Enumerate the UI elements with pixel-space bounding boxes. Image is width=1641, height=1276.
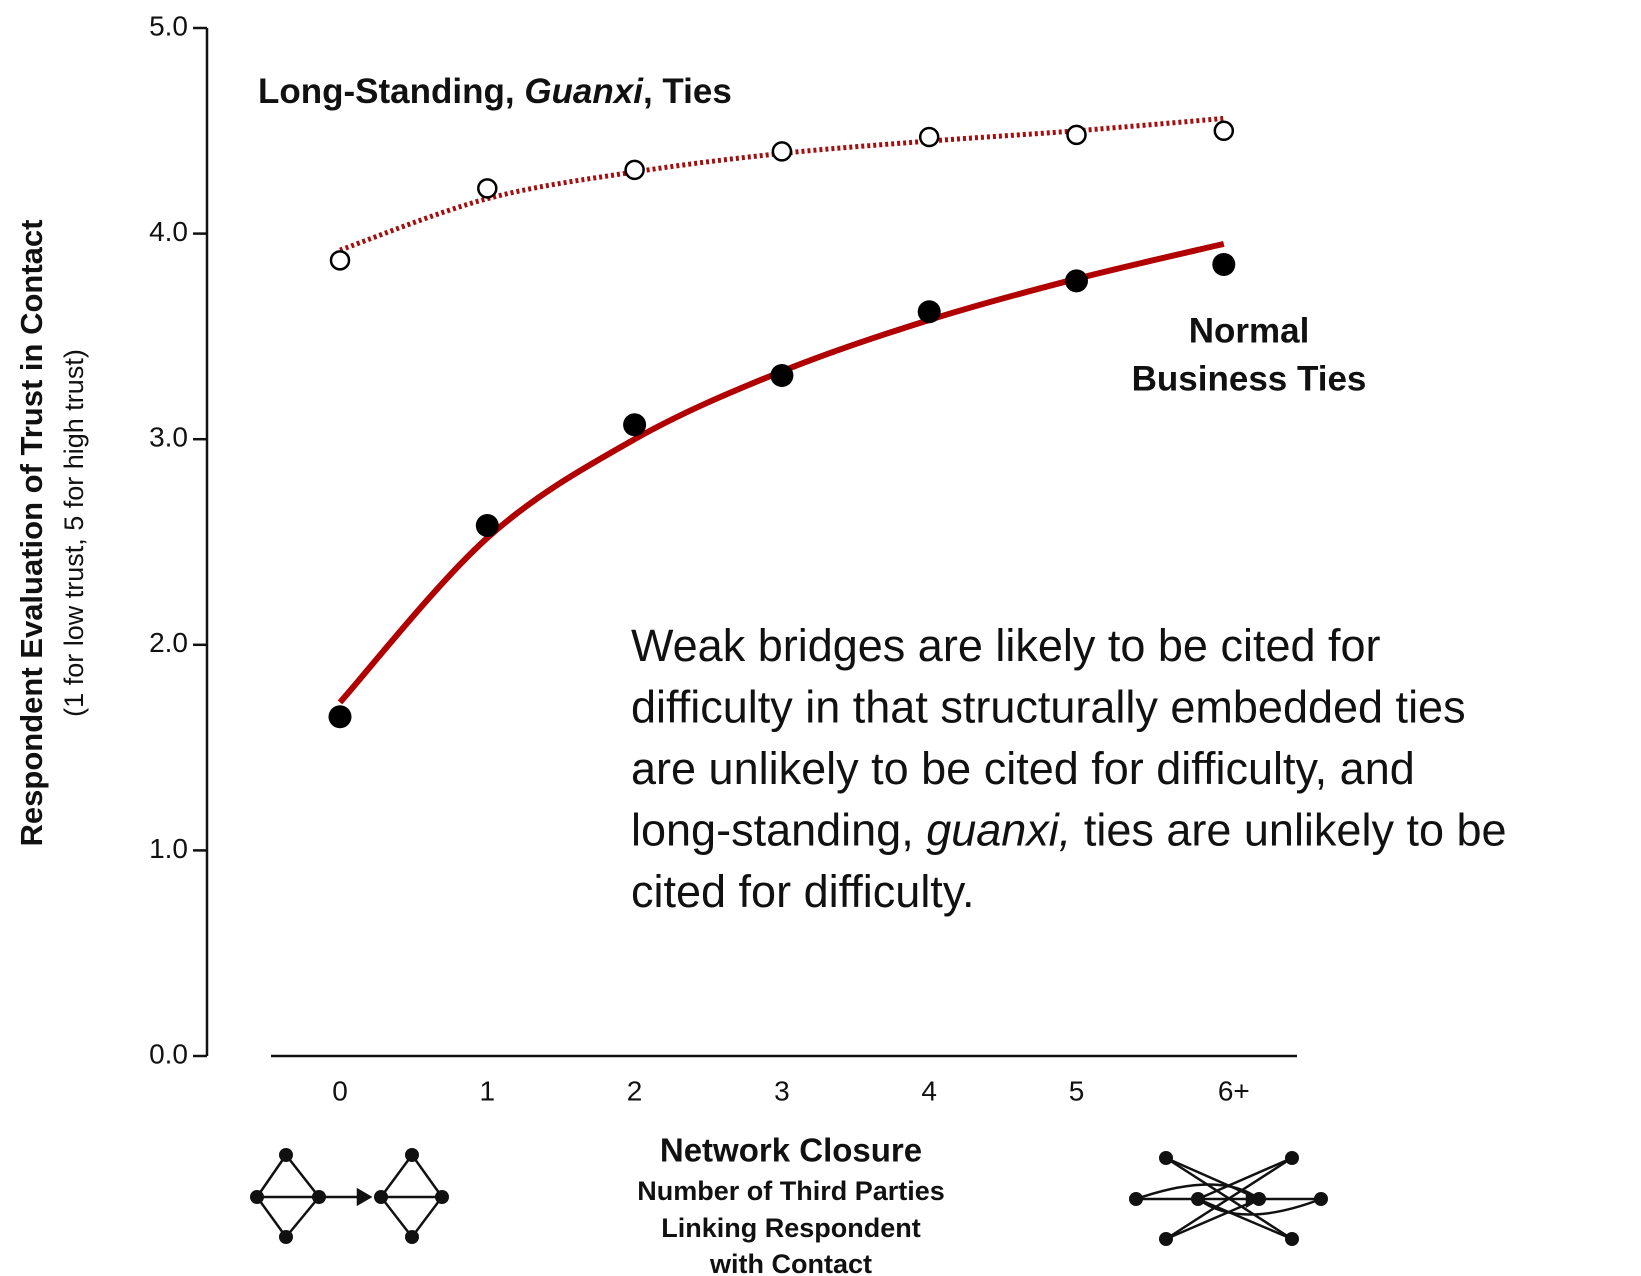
filled-point bbox=[475, 514, 499, 538]
open-point bbox=[1066, 124, 1087, 146]
text-segment: Long-Standing, bbox=[258, 72, 524, 111]
fit-line bbox=[339, 115, 1225, 253]
note-line: cited for difficulty. bbox=[631, 866, 974, 917]
x-axis-subtitle: with Contact bbox=[709, 1249, 872, 1276]
y-axis-subtitle: (1 for low trust, 5 for high trust) bbox=[59, 349, 89, 717]
filled-point bbox=[623, 413, 647, 437]
network-icon-closed bbox=[1129, 1151, 1328, 1246]
x-axis-subtitle: Linking Respondent bbox=[661, 1213, 921, 1243]
annotation: Long-Standing, Guanxi, Ties bbox=[258, 72, 732, 111]
y-tick-label: 2.0 bbox=[149, 627, 188, 658]
annotation: Business Ties bbox=[1132, 359, 1367, 398]
note-line: difficulty in that structurally embedded… bbox=[631, 681, 1466, 732]
x-tick-label: 5 bbox=[1069, 1075, 1085, 1106]
open-point bbox=[329, 250, 351, 271]
filled-point bbox=[1212, 252, 1236, 276]
y-tick-label: 5.0 bbox=[149, 10, 188, 41]
y-tick-label: 4.0 bbox=[149, 216, 188, 247]
annotation: Normal bbox=[1189, 311, 1310, 350]
open-point bbox=[624, 159, 645, 181]
note-line: are unlikely to be cited for difficulty,… bbox=[631, 743, 1415, 794]
open-point bbox=[477, 178, 498, 199]
text-segment: are unlikely to be cited for difficulty,… bbox=[631, 743, 1415, 794]
text-segment: Guanxi bbox=[524, 72, 644, 111]
x-tick-label: 6+ bbox=[1218, 1075, 1250, 1106]
open-point bbox=[771, 141, 793, 162]
x-tick-label: 0 bbox=[332, 1075, 348, 1106]
text-segment: ties are unlikely to be bbox=[1071, 804, 1506, 855]
x-tick-label: 1 bbox=[480, 1075, 496, 1106]
text-segment: cited for difficulty. bbox=[631, 866, 974, 917]
text-segment: difficulty in that structurally embedded… bbox=[631, 681, 1466, 732]
text-segment: Weak bridges are likely to be cited for bbox=[631, 620, 1381, 671]
network-icon-open bbox=[250, 1148, 449, 1244]
x-axis-title: Network Closure bbox=[660, 1132, 922, 1169]
open-point bbox=[918, 126, 940, 148]
y-tick-label: 3.0 bbox=[149, 422, 188, 453]
text-segment: , Ties bbox=[643, 72, 732, 111]
x-axis-subtitle: Number of Third Parties bbox=[637, 1176, 945, 1206]
x-tick-label: 4 bbox=[921, 1075, 937, 1106]
filled-point bbox=[917, 300, 941, 324]
filled-point bbox=[1065, 269, 1088, 293]
y-axis-title: Respondent Evaluation of Trust in Contac… bbox=[14, 220, 49, 847]
x-tick-label: 3 bbox=[774, 1075, 790, 1106]
y-tick-label: 1.0 bbox=[149, 833, 188, 864]
text-segment: guanxi, bbox=[926, 804, 1071, 855]
note-line: Weak bridges are likely to be cited for bbox=[631, 620, 1381, 671]
y-tick-label: 0.0 bbox=[149, 1038, 188, 1069]
x-tick-label: 2 bbox=[627, 1075, 643, 1106]
filled-point bbox=[770, 363, 794, 387]
open-point bbox=[1213, 120, 1235, 142]
text-segment: long-standing, bbox=[631, 804, 926, 855]
note-line: long-standing, guanxi, ties are unlikely… bbox=[631, 804, 1507, 855]
filled-point bbox=[328, 705, 352, 729]
